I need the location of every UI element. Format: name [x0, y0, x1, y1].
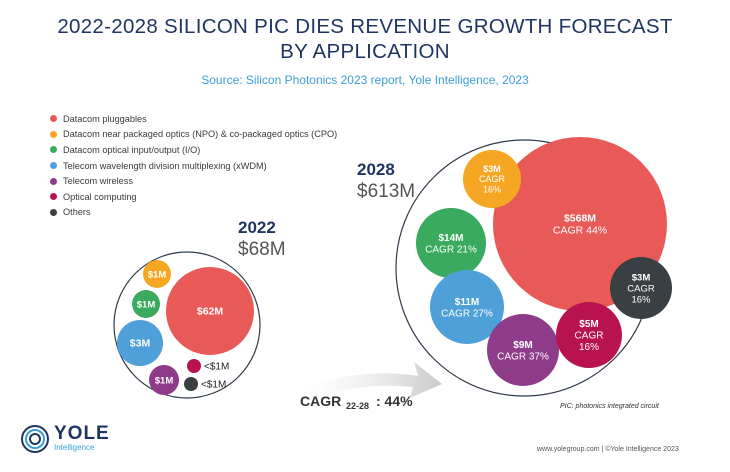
- legend-swatch: [50, 162, 57, 170]
- bubble-2028: [556, 302, 622, 368]
- bubble-value-label: $5M: [579, 319, 598, 330]
- logo-subtitle: Intelligence: [54, 443, 95, 452]
- legend-label: Datacom near packaged optics (NPO) & co-…: [63, 129, 338, 140]
- chart-title-line1: 2022-2028 SILICON PIC DIES REVENUE GROWT…: [57, 15, 673, 38]
- bubble-cagr-label: CAGR: [627, 283, 655, 294]
- overall-cagr-value: : 44%: [376, 393, 413, 409]
- legend-item: Telecom wavelength division multiplexing…: [50, 158, 337, 174]
- bubble-cagr-label: CAGR: [479, 174, 506, 184]
- bubble-value-label: <$1M: [204, 362, 229, 373]
- footnote: PIC: photonics integrated circuit: [560, 403, 659, 410]
- growth-arrow: [282, 362, 442, 410]
- legend-item: Telecom wireless: [50, 173, 337, 189]
- bubble-cagr-label: CAGR 27%: [441, 308, 493, 319]
- bubble-value-label: $3M: [483, 164, 501, 174]
- bubble-value-label: $1M: [148, 269, 167, 280]
- chart-source: Source: Silicon Photonics 2023 report, Y…: [201, 73, 529, 87]
- bubble-2022: [149, 365, 179, 395]
- bubble-2022: [143, 260, 171, 288]
- legend-swatch: [50, 115, 57, 123]
- bubble-cagr-label: 16%: [579, 342, 599, 353]
- bubble-value-label: <$1M: [201, 380, 226, 391]
- chart-title-line2: BY APPLICATION: [280, 40, 450, 63]
- bubble-value-label: $9M: [513, 340, 532, 351]
- footer-credit: www.yolegroup.com | ©Yole Intelligence 2…: [537, 446, 679, 453]
- legend-item: Datacom pluggables: [50, 111, 337, 127]
- legend-swatch: [50, 146, 57, 154]
- yole-logo-icon: [21, 425, 49, 453]
- bubble-2028: [610, 257, 672, 319]
- legend-label: Telecom wireless: [63, 176, 133, 187]
- bubble-2022: [187, 359, 201, 373]
- overall-cagr-subscript: 22-28: [346, 401, 369, 411]
- bubble-value-label: $568M: [564, 213, 596, 225]
- legend: Datacom pluggables Datacom near packaged …: [50, 111, 337, 220]
- legend-swatch: [50, 208, 57, 216]
- bubble-value-label: $11M: [455, 297, 479, 308]
- total-label-2028: $613M: [357, 181, 416, 202]
- bubble-2022: [184, 377, 198, 391]
- bubble-value-label: $1M: [155, 375, 174, 386]
- bubble-cagr-label: CAGR 44%: [553, 225, 607, 237]
- legend-item: Datacom optical input/output (I/O): [50, 142, 337, 158]
- bubble-cagr-label: 16%: [483, 185, 501, 195]
- bubble-2028: [463, 150, 521, 208]
- bubble-cagr-label: 16%: [631, 294, 651, 305]
- legend-label: Optical computing: [63, 191, 137, 202]
- yole-logo: YOLE Intelligence: [20, 424, 110, 454]
- group-outline-2022: [113, 251, 261, 399]
- bubble-2028: [430, 270, 504, 344]
- legend-item: Datacom near packaged optics (NPO) & co-…: [50, 127, 337, 143]
- legend-item: Optical computing: [50, 189, 337, 205]
- legend-label: Telecom wavelength division multiplexing…: [63, 160, 267, 171]
- chart-title: 2022-2028 SILICON PIC DIES REVENUE GROWT…: [0, 14, 730, 64]
- overall-cagr-prefix: CAGR: [300, 393, 341, 409]
- bubble-2022: [132, 290, 160, 318]
- bubble-2022: [117, 320, 163, 366]
- bubble-value-label: $62M: [197, 306, 224, 318]
- legend-label: Others: [63, 207, 91, 218]
- bubble-value-label: $1M: [137, 299, 156, 310]
- bubble-cagr-label: CAGR: [575, 331, 604, 342]
- logo-name: YOLE: [54, 423, 110, 444]
- total-label-2022: $68M: [238, 239, 286, 260]
- year-block-2022: 2022 $68M: [238, 218, 286, 262]
- bubble-2028: [487, 314, 559, 386]
- legend-label: Datacom optical input/output (I/O): [63, 144, 201, 155]
- legend-label: Datacom pluggables: [63, 113, 147, 124]
- legend-swatch: [50, 193, 57, 201]
- bubble-value-label: $3M: [130, 338, 151, 350]
- year-label-2022: 2022: [238, 218, 276, 237]
- bubble-value-label: $14M: [438, 233, 463, 244]
- legend-swatch: [50, 130, 57, 138]
- bubble-cagr-label: CAGR 21%: [425, 244, 477, 255]
- legend-item: Others: [50, 205, 337, 221]
- bubble-2028: [416, 208, 486, 278]
- year-label-2028: 2028: [357, 160, 395, 179]
- legend-swatch: [50, 177, 57, 185]
- bubble-cagr-label: CAGR 37%: [497, 351, 549, 362]
- year-block-2028: 2028 $613M: [357, 160, 415, 204]
- bubble-2022: [166, 267, 254, 355]
- bubble-value-label: $3M: [632, 272, 651, 283]
